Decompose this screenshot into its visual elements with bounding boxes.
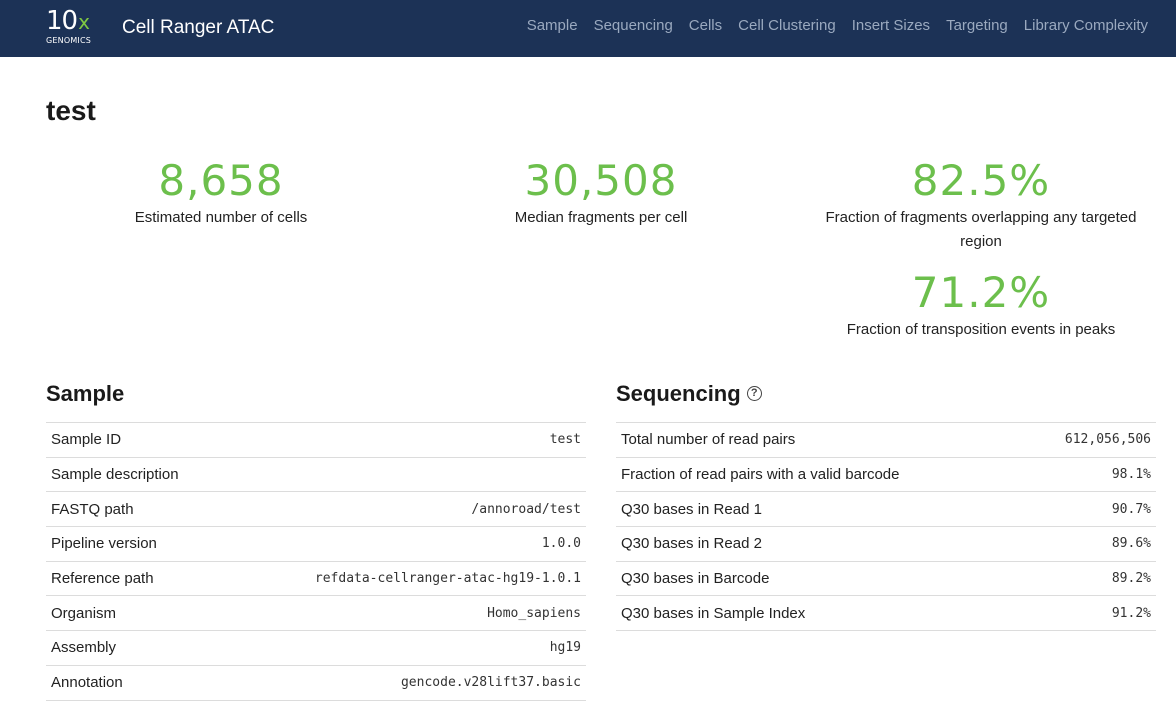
row-label: Q30 bases in Read 2 bbox=[621, 535, 762, 553]
nav-sequencing[interactable]: Sequencing bbox=[593, 17, 673, 34]
table-row: Sample description bbox=[46, 458, 586, 493]
table-row: Pipeline version 1.0.0 bbox=[46, 527, 586, 562]
row-value: test bbox=[549, 432, 581, 448]
row-label: Sample ID bbox=[51, 431, 122, 449]
row-label: Q30 bases in Barcode bbox=[621, 570, 770, 588]
row-value: 98.1% bbox=[1111, 467, 1151, 483]
row-label: Annotation bbox=[51, 674, 123, 692]
nav-insert-sizes[interactable]: Insert Sizes bbox=[851, 17, 931, 34]
metric-value: 82.5% bbox=[911, 156, 1051, 205]
metric-label: Fraction of transposition events in peak… bbox=[846, 321, 1116, 338]
nav-cells[interactable]: Cells bbox=[688, 17, 723, 34]
table-row: Fraction of read pairs with a valid barc… bbox=[616, 458, 1156, 493]
row-value: 91.2% bbox=[1111, 605, 1151, 621]
nav-targeting[interactable]: Targeting bbox=[946, 17, 1008, 34]
row-value: 90.7% bbox=[1111, 501, 1151, 517]
table-row: Q30 bases in Read 1 90.7% bbox=[616, 492, 1156, 528]
row-label: Assembly bbox=[51, 639, 117, 657]
sequencing-table: Total number of read pairs 612,056,506 Fr… bbox=[616, 422, 1156, 632]
row-value: /annoroad/test bbox=[471, 501, 581, 517]
page-title: test bbox=[46, 95, 96, 126]
row-value: refdata-cellranger-atac-hg19-1.0.1 bbox=[314, 571, 581, 587]
table-row: Sample ID test bbox=[46, 423, 586, 458]
table-row: Organism Homo_sapiens bbox=[46, 596, 586, 632]
metric-label: Estimated number of cells bbox=[134, 209, 308, 226]
metric-median-fragments: 30,508 Median fragments per cell bbox=[476, 156, 726, 230]
10x-genomics-logo[interactable]: 10x GENOMICS bbox=[46, 6, 102, 48]
row-label: Q30 bases in Read 1 bbox=[621, 500, 762, 518]
row-value: hg19 bbox=[549, 640, 581, 656]
row-value: gencode.v28lift37.basic bbox=[400, 675, 581, 691]
row-label: Sample description bbox=[51, 466, 179, 484]
row-value: 89.2% bbox=[1111, 571, 1151, 587]
metric-label: Fraction of fragments overlapping any ta… bbox=[825, 209, 1137, 250]
help-icon[interactable]: ? bbox=[746, 385, 762, 401]
table-row: Assembly hg19 bbox=[46, 631, 586, 666]
app-title: Cell Ranger ATAC bbox=[122, 17, 275, 38]
table-row: Annotation gencode.v28lift37.basic bbox=[46, 666, 586, 701]
sequencing-section-title: Sequencing? bbox=[616, 380, 762, 408]
nav-sample[interactable]: Sample bbox=[526, 17, 578, 34]
row-label: Fraction of read pairs with a valid barc… bbox=[621, 466, 900, 484]
row-label: Organism bbox=[51, 604, 117, 622]
top-navbar: 10x GENOMICS Cell Ranger ATAC Sample Seq… bbox=[0, 0, 1176, 57]
logo-wordmark: GENOMICS bbox=[46, 36, 92, 45]
metric-estimated-cells: 8,658 Estimated number of cells bbox=[96, 156, 346, 230]
table-row: FASTQ path/annoroad/test bbox=[46, 492, 586, 528]
table-row: Reference path refdata-cellranger-atac-hg… bbox=[46, 562, 586, 597]
metric-value: 71.2% bbox=[911, 268, 1051, 317]
row-label: Pipeline version bbox=[51, 535, 157, 553]
row-label: Q30 bases in Sample Index bbox=[621, 604, 806, 622]
table-row: Total number of read pairs 612,056,506 bbox=[616, 423, 1156, 458]
row-label: FASTQ path bbox=[51, 500, 134, 518]
table-row: Q30 bases in Barcode 89.2% bbox=[616, 562, 1156, 597]
section-nav: Sample Sequencing Cells Cell Clustering … bbox=[527, 16, 1148, 36]
metric-label: Median fragments per cell bbox=[514, 209, 688, 226]
row-label: Total number of read pairs bbox=[621, 431, 796, 449]
row-value: 89.6% bbox=[1111, 536, 1151, 552]
table-row: Q30 bases in Sample Index 91.2% bbox=[616, 596, 1156, 632]
row-value: 1.0.0 bbox=[541, 536, 581, 552]
nav-library-complexity[interactable]: Library Complexity bbox=[1023, 17, 1148, 34]
logo-mark: 10x bbox=[46, 6, 90, 36]
table-row: Q30 bases in Read 2 89.6% bbox=[616, 527, 1156, 562]
nav-cell-clustering[interactable]: Cell Clustering bbox=[738, 17, 836, 34]
sequencing-title-text: Sequencing bbox=[616, 381, 741, 406]
metric-value: 8,658 bbox=[158, 156, 284, 205]
row-label: Reference path bbox=[51, 570, 154, 588]
sample-section-title: Sample bbox=[46, 381, 125, 406]
row-value: Homo_sapiens bbox=[487, 605, 581, 621]
metric-value: 30,508 bbox=[524, 156, 678, 205]
row-value: 612,056,506 bbox=[1064, 432, 1151, 448]
metric-fraction-in-peaks: 71.2% Fraction of transposition events i… bbox=[806, 268, 1156, 342]
metric-fraction-targeted: 82.5% Fraction of fragments overlapping … bbox=[806, 156, 1156, 254]
sample-table: Sample ID test Sample description FASTQ p… bbox=[46, 422, 586, 701]
